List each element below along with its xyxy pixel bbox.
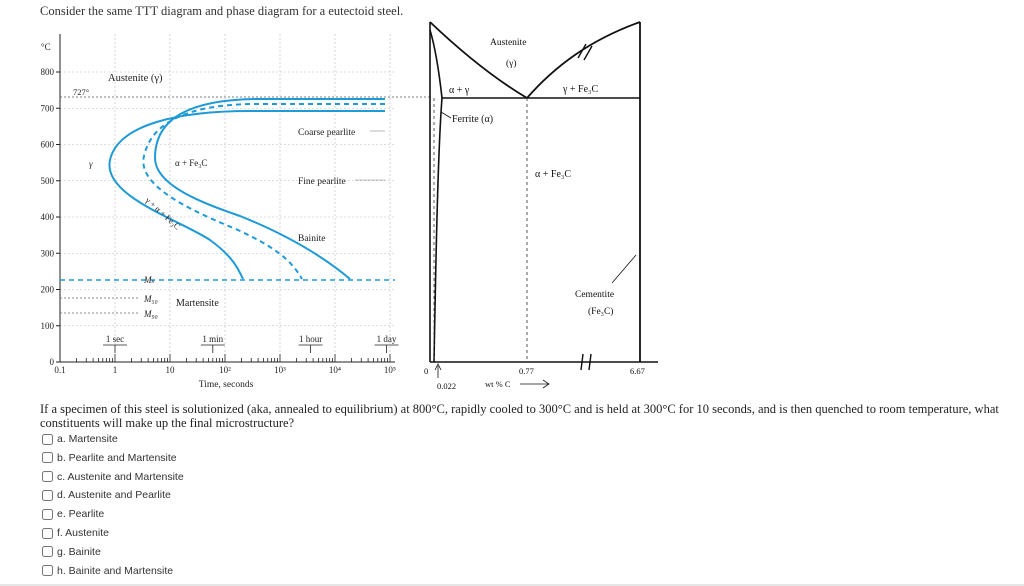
ms-label: Mₛ (143, 275, 155, 285)
coarse-pearlite-label: Coarse pearlite (298, 128, 355, 138)
ttt-y-tick-label: 800 (41, 67, 55, 77)
question-header: Consider the same TTT diagram and phase … (40, 4, 404, 18)
bottom-divider (0, 584, 1024, 586)
gamma-fe3c-label: γ + Fe₃C (562, 84, 599, 95)
martensite-label: Martensite (176, 298, 219, 309)
answer-checkbox[interactable] (42, 471, 53, 483)
ttt-diagram: °C 800 700 600 500 400 300 200 100 0 0.1 1 10 10² 10… (41, 34, 430, 390)
ttt-x-label: Time, seconds (199, 380, 254, 390)
ttt-x-tick-label: 10² (219, 365, 231, 375)
ttt-y-tick-label: 100 (41, 321, 55, 331)
answer-option[interactable]: d. Austenite and Pearlite (42, 488, 171, 502)
finish-curve (153, 98, 385, 280)
answer-option-label: a. Martensite (57, 433, 118, 445)
answer-option[interactable]: e. Pearlite (42, 507, 104, 521)
ttt-gamma-alpha-fe3c-label: γ + α + Fe₃C (143, 194, 183, 231)
answer-checkbox[interactable] (42, 508, 53, 520)
time-mark-label: 1 day (377, 334, 397, 344)
liquid-boundary (429, 21, 528, 99)
phase-x667-label: 6.67 (630, 366, 645, 376)
answer-option-label: b. Pearlite and Martensite (57, 451, 177, 464)
answer-checkbox[interactable] (42, 433, 53, 445)
alpha-gamma-label: α + γ (449, 85, 470, 96)
fine-pearlite-label: Fine pearlite (298, 177, 346, 187)
answer-option[interactable]: g. Bainite (42, 545, 101, 559)
phase-gamma-symbol: (γ) (506, 58, 517, 69)
answer-checkbox[interactable] (42, 452, 53, 464)
time-mark-label: 1 hour (299, 334, 322, 344)
ttt-y-tick-label: 600 (41, 140, 55, 150)
ttt-x-tick-label: 1 (113, 365, 118, 375)
answer-option[interactable]: h. Bainite and Martensite (42, 564, 173, 578)
ttt-and-phase-diagram-figure: °C 800 700 600 500 400 300 200 100 0 0.1 1 10 10² 10… (41, 21, 658, 391)
ttt-x-tick-label: 10 (166, 365, 176, 375)
m90-label: M₉₀ (143, 309, 158, 319)
answer-checkbox[interactable] (42, 527, 53, 539)
m50-label: M₅₀ (143, 294, 158, 304)
fe3c-label: (Fe₃C) (588, 306, 613, 317)
answer-option-label: g. Bainite (57, 545, 101, 558)
answer-checkbox[interactable] (42, 546, 53, 558)
ttt-x-tick-label: 10⁵ (384, 365, 396, 375)
alpha-solvus (433, 97, 443, 363)
ttt-727-label: 727° (73, 87, 89, 97)
time-mark-label: 1 min (202, 334, 223, 344)
alpha-fe3c-label: α + Fe₃C (535, 169, 571, 180)
phase-x-label: wt % C (485, 379, 511, 389)
answer-option-label: d. Austenite and Pearlite (57, 489, 171, 502)
fifty-percent-curve (142, 103, 385, 280)
answer-checkbox[interactable] (42, 565, 53, 577)
answer-option-label: e. Pearlite (57, 508, 105, 521)
ttt-alpha-fe3c-label: α + Fe₃C (175, 158, 207, 168)
phase-x0-label: 0 (424, 366, 428, 376)
ttt-x-tick-label: 10³ (274, 365, 286, 375)
phase-x022-label: 0.022 (437, 381, 456, 391)
time-mark-label: 1 sec (106, 334, 124, 344)
answer-option[interactable]: f. Austenite (42, 526, 109, 540)
answer-option-label: c. Austenite and Martensite (57, 470, 184, 483)
phase-austenite-label: Austenite (490, 38, 526, 48)
ttt-y-tick-label: 700 (41, 103, 55, 113)
ttt-y-tick-label: 400 (41, 212, 55, 222)
ttt-x-tick-label: 10⁴ (329, 365, 341, 375)
alpha-gamma-boundary (429, 29, 443, 99)
acm-line (526, 21, 641, 99)
phase-diagram: Austenite (γ) α + γ γ + Fe₃C Ferrite (α)… (424, 21, 658, 391)
ttt-y-unit: °C (41, 42, 51, 52)
ferrite-label: Ferrite (α) (452, 114, 493, 125)
start-curve (108, 110, 385, 280)
ttt-y-tick-label: 500 (41, 176, 55, 186)
ttt-y-tick-label: 200 (41, 285, 55, 295)
answer-option[interactable]: a. Martensite (42, 432, 118, 446)
answer-option-label: f. Austenite (57, 527, 109, 539)
answer-option[interactable]: b. Pearlite and Martensite (42, 451, 177, 465)
answer-option-label: h. Bainite and Martensite (57, 564, 174, 577)
ttt-gamma-label: γ (89, 159, 93, 169)
ttt-y-tick-label: 0 (50, 357, 55, 367)
answer-checkbox[interactable] (42, 489, 53, 501)
ttt-y-tick-label: 300 (41, 248, 55, 258)
phase-x077-label: 0.77 (519, 366, 534, 376)
ttt-x-tick-label: 0.1 (54, 365, 65, 375)
ttt-austenite-label: Austenite (γ) (108, 73, 163, 84)
bainite-label: Bainite (298, 234, 325, 244)
cementite-label: Cementite (575, 290, 614, 300)
answer-option[interactable]: c. Austenite and Martensite (42, 470, 184, 484)
question-text: If a specimen of this steel is solutioni… (40, 402, 999, 430)
